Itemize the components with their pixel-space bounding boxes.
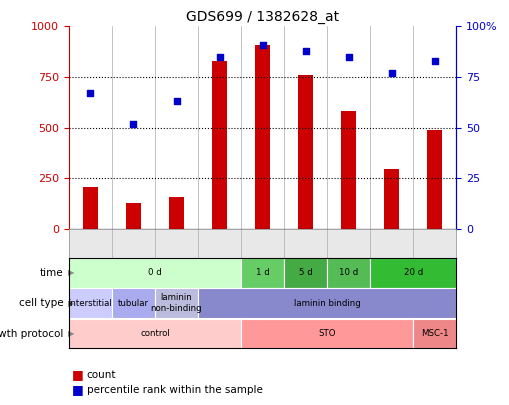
Point	[86, 90, 94, 96]
Point	[344, 53, 352, 60]
Text: STO: STO	[318, 329, 335, 338]
Text: time: time	[40, 268, 64, 278]
Text: ■: ■	[71, 368, 83, 381]
Text: count: count	[87, 370, 116, 379]
Text: laminin
non-binding: laminin non-binding	[150, 294, 202, 313]
Text: ▶: ▶	[68, 329, 74, 338]
Text: 0 d: 0 d	[148, 268, 161, 277]
Text: control: control	[140, 329, 169, 338]
Text: ■: ■	[71, 383, 83, 396]
Text: growth protocol: growth protocol	[0, 328, 64, 339]
Bar	[254, 45, 270, 229]
Text: 5 d: 5 d	[298, 268, 312, 277]
Text: cell type: cell type	[19, 298, 64, 308]
Text: tubular: tubular	[118, 298, 149, 308]
Text: interstitial: interstitial	[68, 298, 112, 308]
Text: ▶: ▶	[68, 298, 74, 308]
Bar	[427, 130, 442, 229]
Point	[301, 47, 309, 54]
Point	[387, 70, 395, 76]
Text: 20 d: 20 d	[403, 268, 422, 277]
Title: GDS699 / 1382628_at: GDS699 / 1382628_at	[186, 10, 338, 24]
Bar	[341, 111, 356, 229]
Point	[172, 98, 180, 104]
Point	[430, 58, 438, 64]
Text: percentile rank within the sample: percentile rank within the sample	[87, 385, 262, 394]
Point	[129, 120, 137, 127]
Point	[215, 53, 223, 60]
Text: laminin binding: laminin binding	[293, 298, 360, 308]
Bar	[126, 202, 140, 229]
Bar	[82, 187, 98, 229]
Text: 1 d: 1 d	[256, 268, 269, 277]
Bar	[384, 169, 399, 229]
Text: ▶: ▶	[68, 268, 74, 277]
Bar	[298, 75, 313, 229]
Text: MSC-1: MSC-1	[420, 329, 448, 338]
Point	[258, 41, 266, 48]
Bar	[168, 198, 184, 229]
Text: 10 d: 10 d	[338, 268, 358, 277]
Bar	[212, 61, 227, 229]
